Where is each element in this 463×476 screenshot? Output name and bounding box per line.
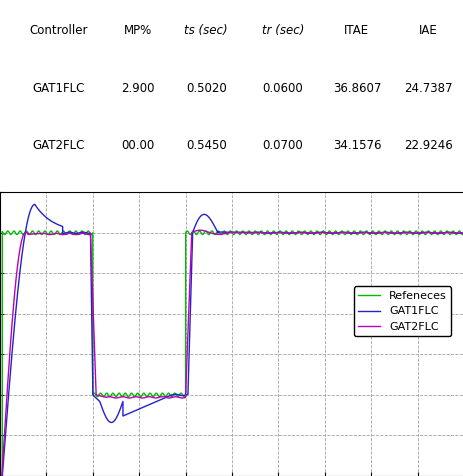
GAT1FLC	[25, 217, 31, 223]
GAT1FLC	[88, 266, 94, 272]
GAT2FLC	[436, 230, 441, 236]
GAT2FLC	[197, 228, 202, 233]
Refeneces	[436, 229, 441, 235]
GAT1FLC	[32, 201, 38, 207]
Legend: Refeneces, GAT1FLC, GAT2FLC: Refeneces, GAT1FLC, GAT2FLC	[353, 287, 450, 337]
Refeneces	[0, 473, 5, 476]
GAT2FLC	[0, 473, 3, 476]
GAT2FLC	[16, 251, 22, 257]
Line: GAT1FLC: GAT1FLC	[0, 204, 463, 476]
Line: GAT2FLC: GAT2FLC	[0, 230, 463, 476]
GAT1FLC	[0, 473, 3, 476]
GAT1FLC	[460, 230, 463, 236]
Refeneces	[224, 231, 229, 237]
GAT1FLC	[0, 473, 5, 476]
GAT2FLC	[0, 469, 5, 475]
GAT2FLC	[88, 244, 94, 249]
Refeneces	[25, 230, 31, 236]
Line: Refeneces: Refeneces	[0, 231, 463, 476]
GAT1FLC	[16, 275, 22, 281]
Refeneces	[301, 228, 307, 234]
GAT2FLC	[460, 230, 463, 236]
Refeneces	[88, 232, 94, 238]
GAT1FLC	[436, 230, 441, 236]
Refeneces	[460, 230, 463, 236]
Refeneces	[16, 229, 22, 235]
GAT2FLC	[25, 230, 31, 236]
Refeneces	[0, 473, 3, 476]
GAT1FLC	[224, 229, 229, 235]
GAT2FLC	[224, 230, 229, 236]
